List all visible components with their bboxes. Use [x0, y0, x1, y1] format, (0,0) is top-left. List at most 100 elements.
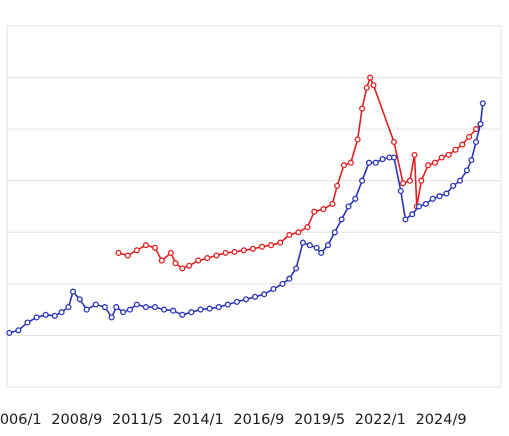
x-tick-label: 2022/1: [355, 412, 406, 428]
series-1: [6, 100, 486, 336]
data-point: [400, 180, 407, 187]
data-point: [438, 154, 445, 161]
series-0: [115, 74, 484, 272]
data-point: [58, 309, 65, 316]
data-point: [6, 329, 13, 336]
data-point: [161, 306, 168, 313]
data-point: [379, 156, 386, 163]
x-tick-label: 2024/9: [416, 412, 467, 428]
data-point: [406, 177, 413, 184]
data-point: [186, 262, 193, 269]
data-point: [258, 243, 266, 250]
data-point: [313, 244, 320, 251]
data-point: [436, 193, 443, 200]
data-point: [415, 203, 423, 210]
data-point: [354, 136, 361, 143]
data-point: [151, 304, 159, 311]
x-tick-label: 2014/1: [173, 412, 224, 428]
data-point: [115, 249, 122, 256]
data-point: [443, 190, 450, 197]
data-point: [240, 247, 247, 254]
data-point: [463, 167, 470, 174]
data-point: [133, 247, 140, 254]
data-point: [15, 327, 22, 334]
data-point: [242, 296, 250, 303]
data-point: [411, 151, 418, 158]
data-point: [142, 242, 149, 249]
data-point: [425, 162, 432, 169]
data-point: [69, 288, 77, 295]
data-point: [293, 265, 300, 272]
data-point: [365, 159, 373, 166]
data-point: [456, 177, 464, 184]
data-point: [172, 260, 179, 267]
data-point: [252, 293, 259, 300]
data-point: [372, 159, 379, 166]
data-point: [320, 206, 327, 213]
data-point: [472, 138, 480, 146]
data-point: [479, 100, 486, 107]
data-point: [299, 239, 306, 246]
data-point: [279, 280, 286, 287]
data-point: [231, 248, 238, 255]
data-point: [101, 304, 108, 311]
data-point: [277, 239, 284, 246]
data-point: [472, 126, 480, 133]
data-point: [359, 177, 366, 184]
data-point: [418, 177, 425, 184]
data-point: [352, 195, 359, 202]
data-point: [295, 229, 302, 236]
data-point: [158, 257, 165, 264]
data-point: [270, 285, 277, 293]
data-point: [286, 275, 293, 282]
data-point: [345, 203, 352, 210]
data-point: [452, 146, 459, 153]
data-point: [459, 141, 466, 148]
data-point: [422, 200, 429, 207]
data-point: [445, 151, 452, 158]
data-point: [124, 252, 131, 259]
data-point: [24, 319, 31, 326]
data-point: [133, 301, 140, 308]
data-point: [249, 245, 256, 252]
data-point: [311, 208, 318, 215]
data-point: [51, 312, 58, 319]
data-point: [92, 301, 99, 308]
x-tick-label: 2019/5: [294, 412, 345, 428]
data-point: [222, 249, 229, 256]
data-point: [431, 159, 439, 166]
data-point: [126, 306, 133, 313]
data-point: [179, 265, 186, 272]
data-point: [331, 229, 338, 236]
data-point: [468, 157, 475, 164]
data-point: [170, 307, 177, 314]
data-point: [151, 244, 159, 251]
data-point: [233, 298, 240, 305]
data-point: [206, 305, 213, 312]
data-point: [108, 314, 115, 321]
x-axis: 2006/1 2008/9 2011/5 2014/1 2016/9 2019/5 2022…: [0, 412, 467, 428]
data-point: [367, 74, 374, 81]
data-point: [370, 82, 377, 89]
data-point: [142, 304, 149, 311]
data-point: [359, 105, 366, 112]
data-point: [338, 216, 345, 223]
data-point: [215, 304, 222, 311]
data-point: [334, 182, 341, 189]
data-point: [261, 291, 268, 298]
data-point: [347, 159, 354, 166]
data-point: [204, 255, 211, 262]
data-point: [466, 133, 473, 140]
data-point: [363, 84, 370, 91]
data-point: [268, 242, 275, 249]
data-point: [329, 200, 336, 207]
data-point: [33, 314, 40, 321]
x-tick-label: 2011/5: [112, 412, 163, 428]
data-point: [390, 154, 398, 161]
data-point: [450, 182, 457, 189]
data-point: [390, 138, 398, 146]
data-point: [188, 309, 195, 316]
x-tick-label: 2016/9: [233, 412, 284, 428]
data-point: [304, 224, 311, 231]
x-tick-label: 2008/9: [51, 412, 102, 428]
